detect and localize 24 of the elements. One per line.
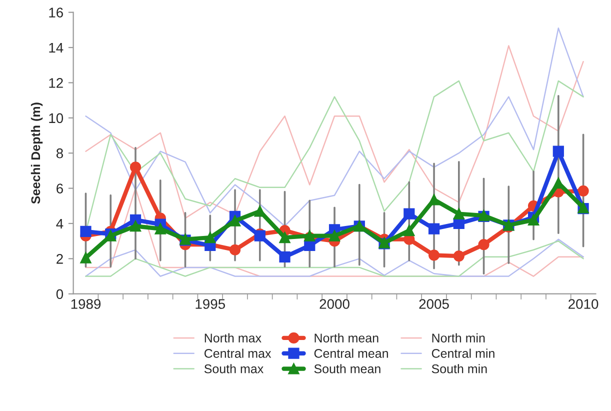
y-tick-label: 12: [49, 78, 63, 88]
x-tick-label: 2000: [320, 299, 350, 309]
x-tick-label: 2005: [419, 299, 449, 309]
y-tick-label: 14: [49, 43, 64, 53]
legend-label: North min: [432, 333, 485, 342]
legend-label: Central mean: [314, 348, 388, 358]
y-tick-label: 0: [56, 289, 64, 300]
y-tick-label: 2: [56, 254, 63, 264]
y-tick-label: 16: [49, 8, 63, 18]
x-tick-label: 1995: [196, 299, 226, 309]
legend-label: South min: [432, 364, 487, 374]
legend-label: North mean: [314, 333, 378, 342]
y-tick-label: 10: [49, 113, 64, 124]
legend-label: North max: [204, 333, 262, 342]
x-tick-label: 1989: [71, 299, 101, 309]
y-tick-label: 6: [56, 184, 63, 194]
x-tick-label: 2010: [568, 299, 598, 309]
y-tick-label: 4: [56, 218, 64, 229]
legend-label: Central min: [432, 348, 494, 358]
legend-label: Central max: [204, 348, 272, 358]
legend-label: South max: [204, 364, 264, 374]
y-axis-title: Seechi Depth (m): [30, 102, 43, 204]
y-tick-label: 8: [56, 148, 63, 158]
legend-label: South mean: [314, 364, 380, 374]
